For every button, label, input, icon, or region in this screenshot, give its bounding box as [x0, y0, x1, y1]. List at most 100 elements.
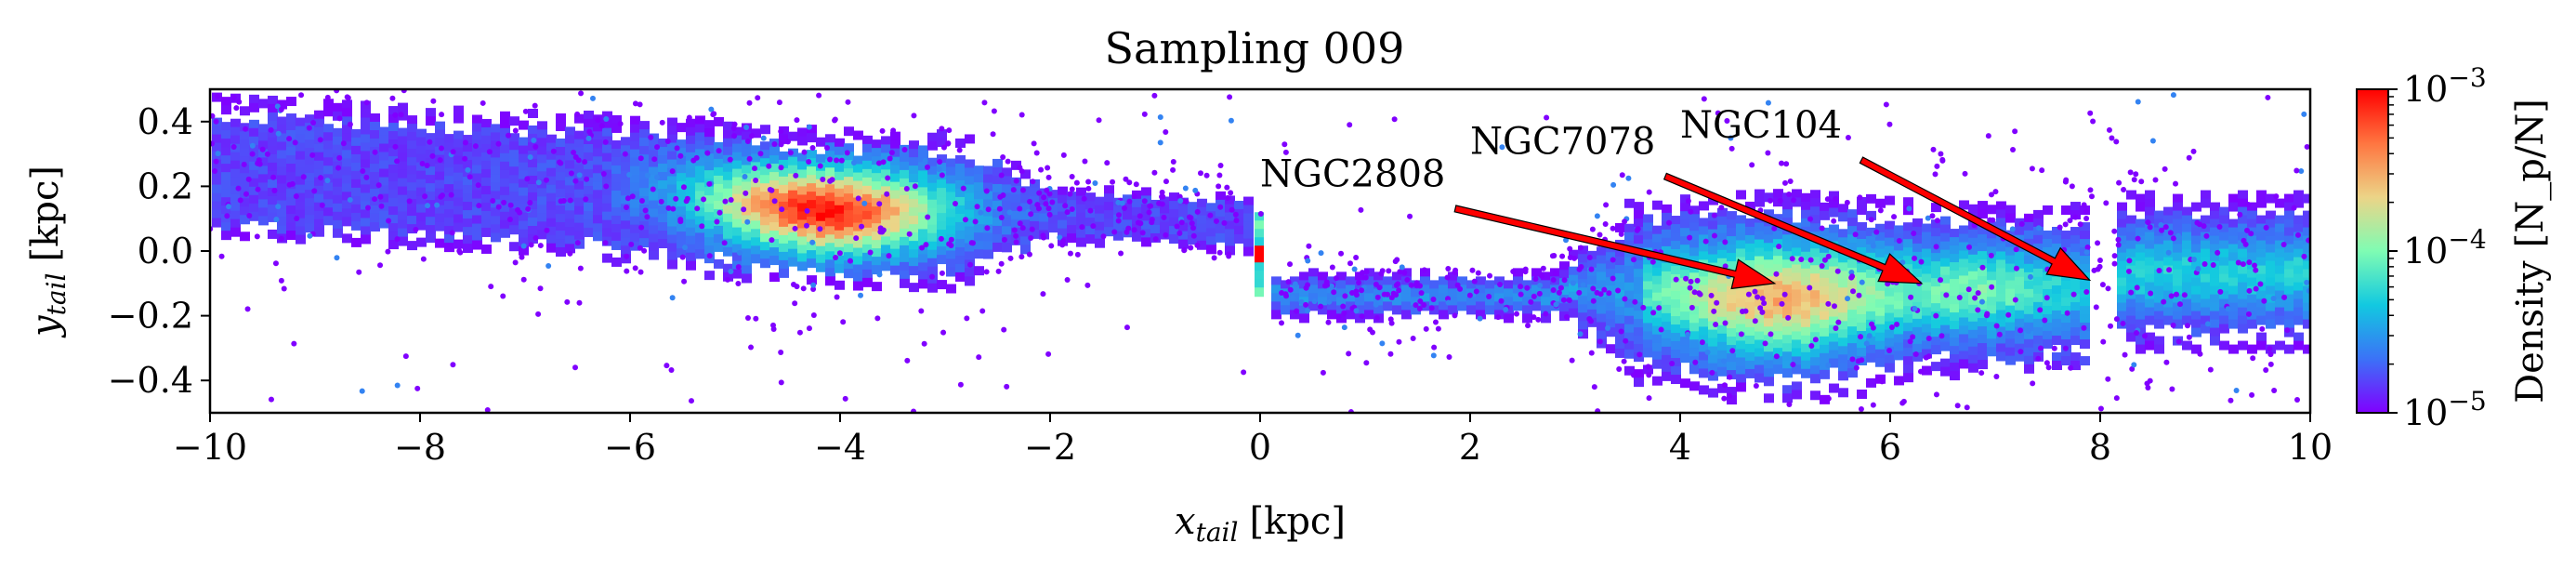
density-bin-2247 — [1857, 263, 1867, 273]
density-bin-1536 — [1364, 268, 1374, 278]
density-bin-2211 — [1838, 312, 1848, 323]
density-bin-2537 — [2005, 213, 2016, 223]
density-bin-824 — [714, 225, 724, 235]
density-bin-2084 — [1782, 351, 1793, 362]
sparse-particle-789 — [1640, 304, 1647, 311]
density-bin-2460 — [1959, 359, 1969, 369]
density-bin-2648 — [2061, 298, 2071, 308]
density-bin-1039 — [835, 230, 845, 240]
density-bin-2366 — [1912, 310, 1923, 320]
density-bin-1326 — [1011, 193, 1021, 204]
density-bin-218 — [342, 192, 352, 202]
density-bin-1210 — [927, 241, 938, 251]
density-bin-678 — [630, 199, 640, 209]
density-bin-2563 — [2015, 293, 2025, 303]
density-bin-545 — [556, 122, 566, 132]
density-bin-390 — [453, 172, 464, 182]
density-bin-533 — [546, 159, 557, 169]
density-bin-2233 — [1847, 318, 1858, 328]
density-bin-101 — [268, 229, 278, 239]
sparse-particle-238 — [1532, 276, 1539, 283]
density-bin-1650 — [1569, 291, 1579, 301]
density-bin-2218 — [1838, 371, 1848, 381]
density-bin-2739 — [2136, 344, 2146, 354]
density-bin-1122 — [881, 203, 891, 213]
y-tick-label: 0.4 — [138, 101, 193, 142]
density-bin-2280 — [1875, 223, 1886, 233]
sparse-particle-300 — [2284, 327, 2291, 334]
density-bin-861 — [732, 252, 743, 262]
density-bin-659 — [621, 187, 631, 197]
density-bin-1181 — [918, 145, 928, 155]
sparse-particle-756 — [1392, 258, 1399, 265]
density-bin-2170 — [1820, 319, 1830, 329]
density-bin-2884 — [2219, 340, 2229, 351]
density-bin-788 — [695, 199, 705, 209]
density-bin-629 — [602, 186, 612, 196]
density-bin-2591 — [2033, 218, 2044, 228]
density-bin-2345 — [1903, 298, 1913, 308]
density-bin-674 — [630, 165, 640, 176]
sparse-particle-11 — [1431, 344, 1438, 351]
density-bin-1287 — [974, 232, 984, 243]
sparse-particle-1114 — [968, 240, 975, 246]
sparse-particle-666 — [495, 204, 502, 210]
sparse-particle-261 — [1759, 309, 1766, 315]
density-bin-1236 — [946, 192, 956, 202]
density-bin-1078 — [853, 281, 863, 291]
sparse-particle-174 — [651, 156, 658, 163]
density-bin-1953 — [1727, 362, 1737, 372]
density-bin-2154 — [1810, 365, 1820, 376]
density-bin-970 — [797, 203, 808, 213]
density-bin-2836 — [2201, 190, 2211, 200]
density-bin-2957 — [2266, 244, 2276, 254]
density-bin-2921 — [2247, 218, 2257, 229]
density-bin-2272 — [1866, 311, 1876, 321]
density-bin-312 — [407, 115, 417, 126]
density-bin-395 — [453, 214, 464, 224]
density-bin-801 — [704, 170, 715, 180]
density-bin-1469 — [1225, 229, 1235, 239]
sparse-particle-862 — [983, 269, 990, 275]
sparse-particle-359 — [901, 146, 908, 152]
density-bin-1146 — [890, 265, 900, 275]
density-bin-2241 — [1857, 205, 1867, 215]
sparse-particle-1127 — [1226, 253, 1232, 259]
density-bin-1058 — [844, 244, 854, 254]
sparse-particle-179 — [506, 132, 512, 139]
sparse-particle-575 — [230, 144, 237, 151]
sparse-particle-925 — [1324, 282, 1331, 288]
density-bin-1113 — [872, 282, 882, 292]
density-bin-1161 — [900, 261, 910, 271]
density-bin-1420 — [1150, 199, 1161, 209]
density-bin-25 — [221, 197, 231, 207]
density-bin-1778 — [1652, 292, 1663, 302]
sparse-particle-955 — [1096, 117, 1102, 124]
sparse-particle-719 — [1069, 206, 1075, 213]
sparse-particle-1060 — [1781, 291, 1788, 298]
density-bin-2429 — [1950, 262, 1960, 272]
density-bin-675 — [630, 174, 640, 184]
sparse-particle-829 — [1825, 395, 1832, 402]
sparse-particle-1006 — [877, 225, 884, 232]
sparse-particle-595 — [1656, 305, 1663, 311]
density-bin-1916 — [1717, 224, 1728, 234]
sparse-particle-738 — [507, 202, 514, 208]
density-bin-718 — [658, 172, 668, 182]
density-bin-2066 — [1782, 201, 1793, 211]
density-bin-11 — [212, 201, 222, 211]
sparse-particle-1206 — [2121, 186, 2127, 192]
density-bin-2370 — [1912, 343, 1923, 353]
density-bin-244 — [361, 167, 371, 178]
x-tick-label: −2 — [1024, 427, 1076, 468]
density-bin-57 — [240, 215, 250, 225]
density-bin-747 — [677, 148, 687, 158]
density-bin-2978 — [2275, 290, 2285, 300]
density-bin-2228 — [1847, 276, 1858, 286]
density-bin-1817 — [1671, 283, 1681, 293]
density-bin-1285 — [974, 216, 984, 226]
sparse-particle-65 — [1353, 254, 1360, 260]
density-bin-777 — [686, 260, 696, 271]
density-bin-938 — [779, 201, 789, 211]
density-bin-1813 — [1671, 249, 1681, 259]
